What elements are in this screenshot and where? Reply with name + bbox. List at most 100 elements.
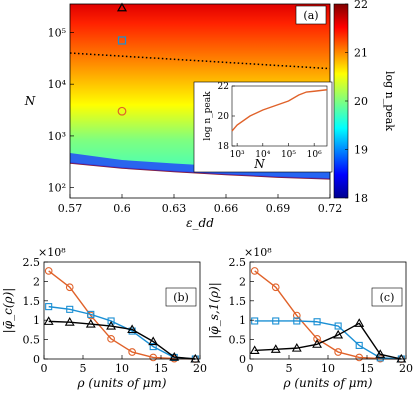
triangle-point — [43, 316, 54, 325]
square-point — [149, 343, 157, 351]
panel-b: 0 5 10 15 20 0 0.5 1 1.5 2 2.5×10⁸ ρ (units of μm) |… — [1, 246, 207, 390]
triangle-point — [190, 353, 201, 363]
excluded-region — [70, 162, 330, 198]
colorbar-tick-label: 18 — [354, 192, 368, 205]
panel-label: (c) — [380, 291, 395, 304]
y-tick-label: 1.5 — [229, 295, 247, 308]
inset-x-label: N — [253, 157, 265, 171]
y-tick-label: 0.5 — [23, 334, 41, 347]
x-tick-label: 0 — [41, 362, 48, 375]
inset-x-tick-label: 10⁴ — [255, 150, 270, 160]
axes-frame — [43, 261, 201, 360]
circle-point — [292, 311, 301, 320]
x-tick-label: 5 — [286, 362, 293, 375]
circle-point — [250, 267, 259, 275]
triangle-point — [148, 336, 159, 346]
y-tick-label: 10² — [48, 182, 66, 195]
colorbar-tick-label: 20 — [354, 95, 368, 108]
triangle-point — [354, 318, 365, 327]
y-multiplier: ×10⁸ — [244, 246, 272, 259]
triangle-point — [291, 343, 302, 352]
panel-label-box — [371, 287, 403, 307]
y-tick-label: 1.5 — [23, 295, 41, 308]
x-tick-label: 0.63 — [162, 202, 187, 215]
x-tick-label: 10 — [321, 362, 335, 375]
colorbar-label: log n_peak — [383, 71, 396, 131]
x-tick-label: 10 — [115, 362, 129, 375]
y-tick-label: 10⁵ — [48, 26, 66, 39]
panel-a: 0.57 0.6 0.63 0.66 0.69 0.72 10² 10³ 10⁴ 10⁵ ε_dd N… — [24, 2, 343, 230]
series-line — [48, 305, 196, 360]
triangle-point — [396, 353, 407, 363]
circle-point — [128, 348, 136, 356]
x-tick-label: 0.66 — [214, 202, 239, 215]
triangle-point — [106, 320, 117, 330]
triangle-point — [85, 318, 96, 328]
x-tick-label: 0 — [247, 362, 254, 375]
inset-background — [193, 81, 333, 173]
square-point — [45, 303, 53, 311]
panel-label: (b) — [173, 291, 189, 304]
colorbar: 18 19 20 21 22 log n_peak — [333, 0, 396, 205]
y-axis-label: N — [24, 94, 36, 108]
inset-y-tick-label: 20 — [218, 112, 230, 122]
y-axis-label: |φ̄_c(ρ)| — [1, 288, 15, 334]
triangle-point — [64, 317, 75, 326]
square-point — [107, 317, 115, 325]
y-tick-label: 10³ — [48, 130, 66, 143]
inset-y-tick-label: 22 — [218, 82, 229, 92]
circle-marker — [117, 106, 127, 116]
x-tick-label: 0.72 — [318, 202, 343, 215]
square-point — [251, 317, 259, 325]
colorbar-tick-label: 19 — [354, 144, 368, 157]
x-tick-label: 15 — [360, 362, 374, 375]
inset-y-tick-label: 18 — [218, 142, 230, 152]
circle-point — [149, 353, 158, 362]
dotted-threshold-line — [70, 52, 330, 70]
y-tick-label: 1 — [239, 314, 246, 327]
panel-label-box — [295, 5, 327, 25]
triangle-point — [127, 324, 138, 334]
y-tick-label: 2.5 — [229, 256, 247, 269]
y-tick-label: 1 — [33, 314, 40, 327]
x-axis-label: ρ (units of μm) — [283, 376, 373, 390]
square-point — [313, 318, 321, 326]
circle-point — [65, 283, 74, 292]
square-marker — [117, 36, 127, 45]
y-tick-label: 0.5 — [229, 334, 247, 347]
y-tick-label: 0 — [239, 353, 246, 366]
x-tick-label: 20 — [193, 362, 207, 375]
square-point — [66, 305, 74, 313]
square-point — [87, 310, 95, 318]
triangle-point — [270, 344, 281, 353]
triangle-point — [249, 345, 260, 355]
square-point — [293, 317, 301, 325]
inset-y-label: log n_peak — [203, 91, 213, 141]
panel-label-box — [165, 287, 197, 307]
square-point — [272, 317, 280, 325]
square-point — [334, 322, 342, 330]
y-tick-label: 10⁴ — [48, 78, 67, 91]
panel-label: (a) — [303, 9, 318, 22]
y-multiplier: ×10⁸ — [38, 246, 66, 259]
circle-point — [44, 267, 53, 275]
triangle-point — [333, 329, 344, 339]
series-line — [254, 322, 402, 360]
x-axis-label: ε_dd — [186, 216, 214, 230]
panel-c: 0 5 10 15 20 0 0.5 1 1.5 2 2.5×10⁸ ρ (units of μm) |… — [207, 246, 413, 390]
x-tick-label: 15 — [154, 362, 168, 375]
axes-frame — [249, 261, 407, 360]
y-tick-label: 2 — [33, 275, 40, 288]
circle-point — [107, 334, 115, 343]
colorbar-tick-label: 22 — [354, 0, 368, 11]
triangle-marker — [116, 2, 128, 12]
x-tick-label: 0.57 — [58, 202, 83, 215]
inset-x-tick-label: 10³ — [230, 150, 245, 160]
circle-point — [271, 283, 280, 292]
y-tick-label: 2 — [239, 275, 246, 288]
x-tick-label: 20 — [399, 362, 413, 375]
x-tick-label: 0.69 — [266, 202, 291, 215]
y-tick-label: 2.5 — [23, 256, 41, 269]
colorbar-tick-label: 21 — [354, 47, 368, 60]
